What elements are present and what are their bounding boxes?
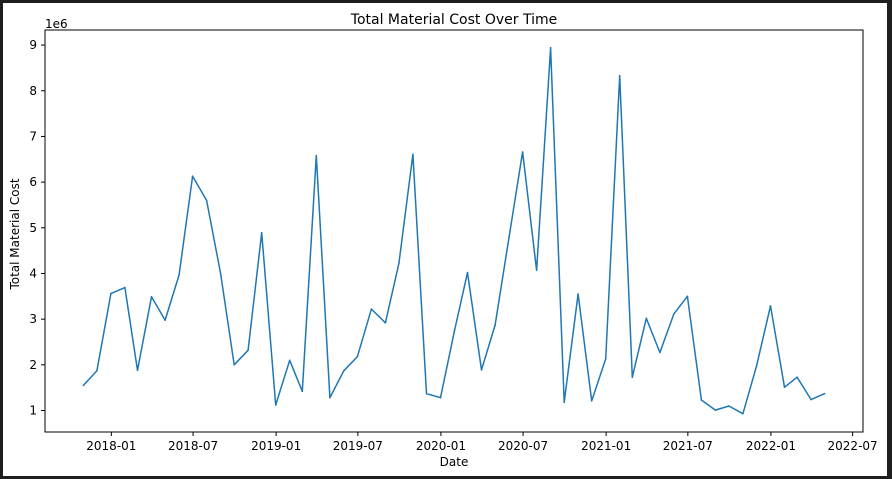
data-point (219, 272, 222, 275)
data-point (82, 384, 85, 387)
data-point (136, 369, 139, 372)
x-tick-label: 2018-07 (168, 439, 218, 453)
data-point (233, 364, 235, 366)
y-axis-label: Total Material Cost (8, 178, 22, 290)
data-point (728, 405, 730, 407)
y-tick-label: 3 (29, 312, 37, 326)
data-point (150, 296, 153, 298)
data-point (425, 392, 428, 395)
x-axis-ticks: 2018-01 2018-07 2019-01 2019-07 2020-01 2020-… (86, 432, 878, 453)
y-axis-ticks: 1 2 3 4 5 6 7 8 9 (29, 38, 45, 418)
x-tick-label: 2020-01 (416, 439, 466, 453)
data-point (618, 74, 621, 77)
x-axis-label: Date (440, 455, 469, 469)
data-point (453, 329, 456, 332)
data-point (549, 47, 552, 49)
data-point (535, 269, 538, 272)
y-tick-label: 8 (29, 84, 37, 98)
data-point (769, 305, 772, 307)
y-tick-label: 1 (29, 404, 37, 418)
data-point (96, 370, 98, 372)
data-point (439, 396, 442, 399)
x-tick-label: 2022-01 (746, 439, 796, 453)
x-tick-label: 2018-01 (86, 439, 136, 453)
data-point (508, 236, 510, 238)
data-point (563, 401, 565, 404)
data-point (521, 151, 524, 153)
data-point (164, 319, 166, 321)
series-layer (82, 47, 826, 415)
data-point (398, 262, 400, 265)
y-tick-label: 7 (29, 129, 37, 143)
x-tick-label: 2019-01 (251, 439, 301, 453)
data-point (384, 322, 387, 324)
chart-figure: Total Material Cost Over Time 1e6 2018-0… (3, 3, 887, 476)
data-point (356, 355, 359, 358)
data-point (577, 293, 579, 295)
data-point (645, 317, 648, 320)
data-point (288, 359, 291, 362)
data-point (110, 292, 112, 295)
data-point (480, 369, 483, 371)
x-tick-label: 2021-01 (581, 439, 631, 453)
x-tick-label: 2020-07 (498, 439, 548, 453)
data-point (274, 404, 277, 406)
data-point (124, 286, 126, 289)
data-point (412, 153, 414, 156)
data-point (673, 313, 675, 315)
data-point (631, 376, 634, 379)
data-point (247, 349, 249, 352)
data-point (329, 396, 331, 399)
data-point (343, 370, 345, 372)
data-point (205, 199, 208, 202)
data-point (783, 386, 786, 389)
series-line (82, 47, 825, 415)
data-point (796, 376, 798, 379)
data-point (659, 351, 661, 354)
data-point (755, 365, 758, 368)
y-tick-label: 9 (29, 38, 37, 52)
data-point (494, 324, 496, 326)
data-point (260, 232, 263, 234)
x-tick-label: 2022-07 (828, 439, 878, 453)
line-chart: Total Material Cost Over Time 1e6 2018-0… (8, 12, 878, 469)
y-tick-label: 2 (29, 358, 37, 372)
x-tick-label: 2021-07 (663, 439, 713, 453)
y-tick-label: 4 (29, 266, 37, 280)
data-point (700, 399, 703, 401)
x-tick-label: 2019-07 (333, 439, 383, 453)
data-point (823, 392, 826, 395)
data-point (590, 400, 593, 402)
data-point (315, 154, 318, 157)
data-point (604, 358, 607, 360)
data-point (178, 274, 180, 276)
data-point (686, 295, 689, 298)
data-point (301, 390, 304, 393)
data-point (370, 308, 373, 310)
chart-title: Total Material Cost Over Time (350, 12, 557, 28)
plot-area-frame (44, 29, 864, 433)
data-point (466, 271, 469, 274)
y-tick-label: 6 (29, 175, 37, 189)
data-point (810, 398, 812, 401)
data-point (742, 412, 744, 415)
y-axis-multiplier: 1e6 (45, 17, 68, 31)
y-tick-label: 5 (29, 221, 37, 235)
data-point (191, 175, 194, 177)
data-point (714, 409, 717, 411)
